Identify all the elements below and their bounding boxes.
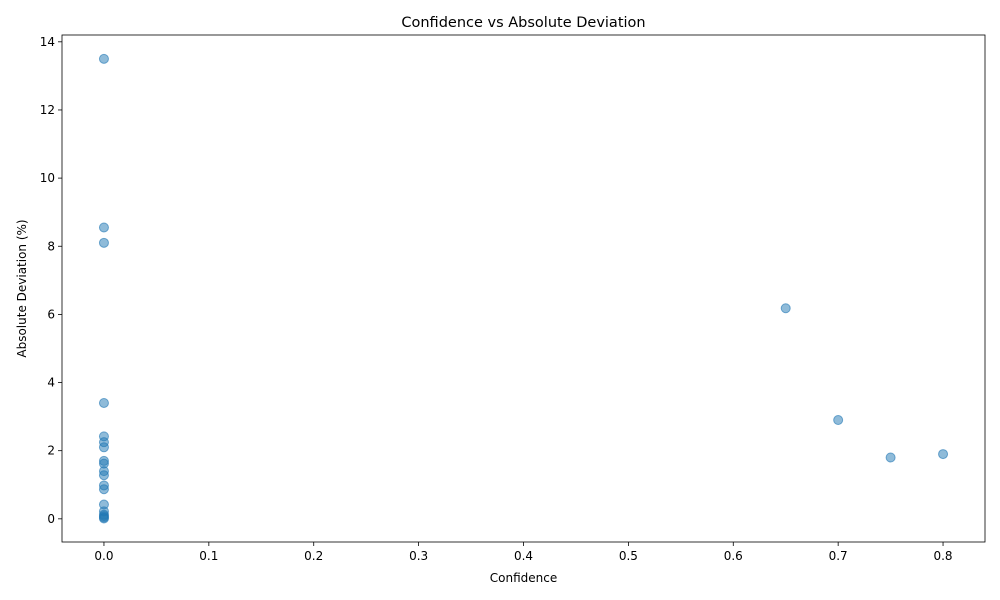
- data-point: [98, 442, 109, 453]
- y-tick-label: 12: [40, 103, 55, 117]
- data-point: [833, 415, 844, 426]
- data-point: [98, 222, 109, 233]
- x-tick-label: 0.0: [94, 549, 113, 563]
- data-points: [98, 53, 949, 524]
- data-point: [98, 513, 109, 524]
- data-point: [98, 397, 109, 408]
- y-tick-label: 10: [40, 171, 55, 185]
- data-point: [98, 484, 109, 495]
- x-tick-label: 0.3: [409, 549, 428, 563]
- x-tick-label: 0.4: [514, 549, 533, 563]
- chart-title: Confidence vs Absolute Deviation: [401, 15, 645, 31]
- y-tick-label: 6: [47, 307, 55, 321]
- data-point: [885, 452, 896, 463]
- y-tick-label: 2: [47, 444, 55, 458]
- y-tick-label: 14: [40, 35, 55, 49]
- data-point: [98, 470, 109, 481]
- x-axis-ticks: 0.0 0.1 0.2 0.3 0.4 0.5 0.6 0.7 0.8: [94, 542, 953, 563]
- x-axis-label: Confidence: [490, 571, 557, 585]
- data-point: [98, 237, 109, 248]
- y-tick-label: 0: [47, 512, 55, 526]
- y-axis-ticks: 0 2 4 6 8 10 12 14: [40, 35, 62, 526]
- x-tick-label: 0.1: [199, 549, 218, 563]
- plot-frame: [61, 34, 986, 543]
- data-point: [780, 303, 791, 314]
- data-point: [98, 53, 109, 64]
- x-tick-label: 0.2: [304, 549, 323, 563]
- x-tick-label: 0.5: [619, 549, 638, 563]
- data-point: [938, 449, 949, 460]
- x-tick-label: 0.6: [724, 549, 743, 563]
- x-tick-label: 0.8: [933, 549, 952, 563]
- x-tick-label: 0.7: [829, 549, 848, 563]
- y-axis-label: Absolute Deviation (%): [15, 219, 29, 357]
- y-tick-label: 8: [47, 239, 55, 253]
- y-tick-label: 4: [47, 376, 55, 390]
